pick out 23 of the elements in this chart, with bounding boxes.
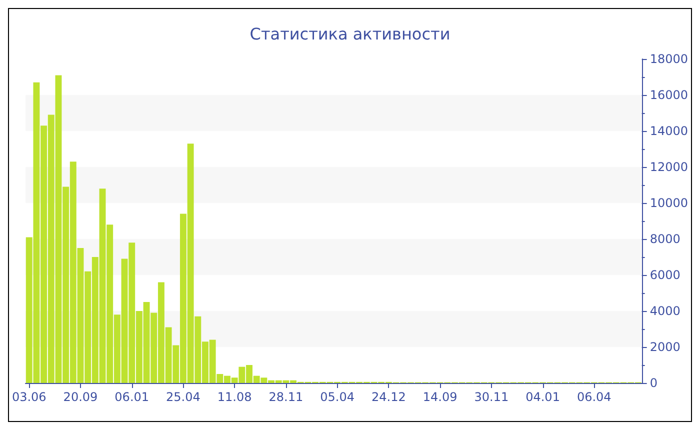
y-tick-label: 2000 [650,340,680,354]
chart-title: Статистика активности [250,24,450,44]
x-tick-label: 24.12 [371,390,406,404]
y-tick-label: 18000 [650,52,688,66]
x-tick-label: 30.11 [474,390,509,404]
x-tick-label: 04.01 [526,390,560,404]
y-tick-label: 8000 [650,232,680,246]
x-tick-label: 06.01 [114,390,150,404]
x-tick-label: 11.08 [217,390,252,404]
x-tick-label: 28.11 [268,390,304,404]
x-tick-label: 20.09 [63,390,98,404]
y-tick-label: 14000 [650,124,688,138]
y-tick-label: 0 [650,376,658,390]
x-tick-label: 05.04 [320,390,354,404]
y-tick-label: 10000 [650,196,688,210]
y-tick-label: 16000 [650,88,688,102]
x-tick-label: 14.09 [422,390,458,404]
x-tick-label: 25.04 [166,390,200,404]
x-tick-label: 06.04 [576,390,612,404]
y-tick-label: 12000 [650,160,688,174]
y-tick-label: 6000 [650,268,680,282]
x-tick-label: 03.06 [12,390,46,404]
y-tick-label: 4000 [650,304,680,318]
